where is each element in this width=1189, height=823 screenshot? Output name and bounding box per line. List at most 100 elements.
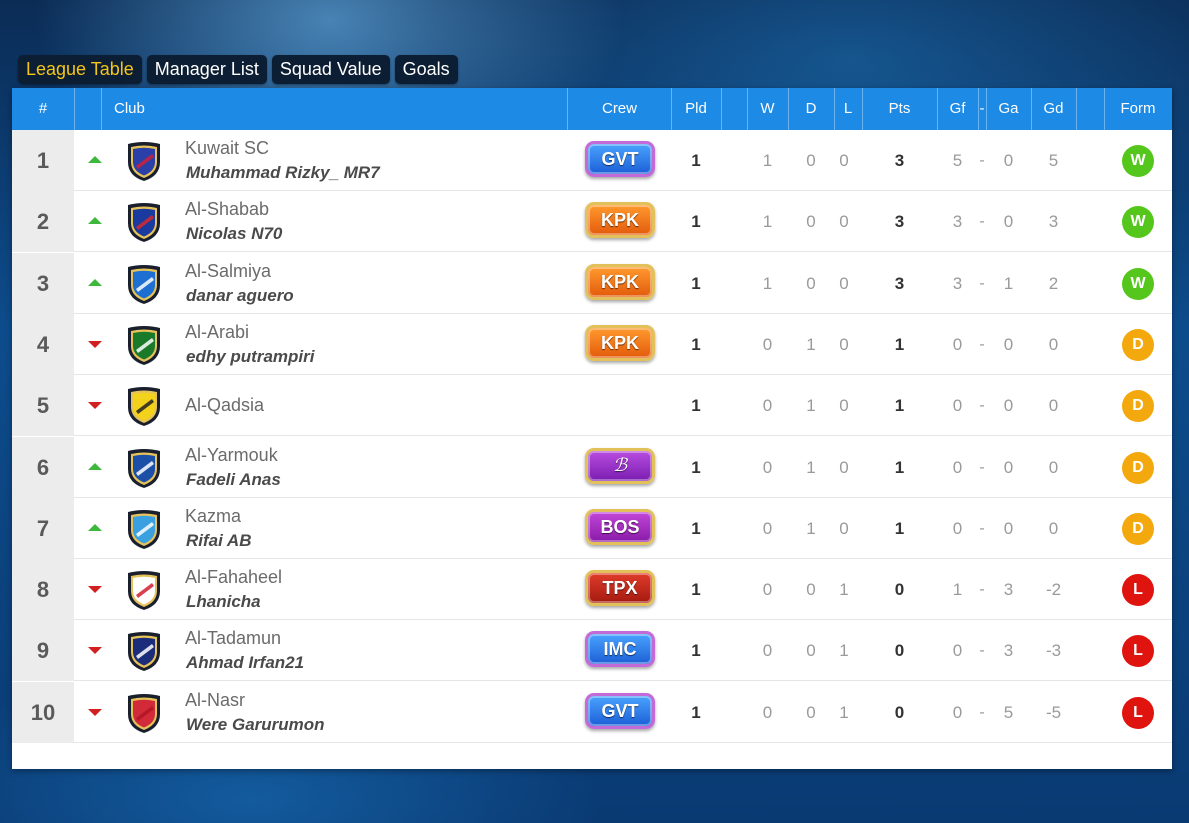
pts-cell: 1: [894, 334, 905, 354]
rank-cell: 5: [12, 375, 74, 437]
d-cell: 0: [806, 702, 816, 722]
manager-name[interactable]: danar aguero: [186, 285, 294, 305]
l-cell: 0: [839, 457, 849, 477]
col-header-ga[interactable]: Ga: [986, 88, 1032, 130]
l-cell: 0: [839, 273, 849, 293]
rank-cell: 9: [12, 620, 74, 682]
manager-name[interactable]: Muhammad Rizky_ MR7: [186, 163, 380, 182]
l-cell: 0: [839, 518, 849, 538]
club-name[interactable]: Al-Qadsia: [185, 395, 265, 416]
col-header-form[interactable]: Form: [1120, 100, 1156, 117]
manager-name[interactable]: Were Garurumon: [186, 714, 325, 734]
d-cell: 0: [806, 151, 816, 170]
form-badge: L: [1122, 635, 1154, 668]
col-header-crew[interactable]: Crew: [568, 88, 672, 130]
manager-name[interactable]: Rifai AB: [186, 530, 252, 550]
form-badge: W: [1122, 206, 1154, 239]
col-header-w[interactable]: W: [747, 88, 789, 130]
col-header-club[interactable]: Club: [101, 88, 568, 130]
table-row[interactable]: 2 Al-Shabab Nicolas N70 KPK 1 1 0 0 3 3 0 3- W: [12, 191, 1172, 253]
manager-name[interactable]: Fadeli Anas: [186, 469, 281, 489]
col-header-gf[interactable]: Gf: [937, 88, 979, 130]
table-row[interactable]: 5 Al-Qadsia 1 0 1 0 1 0 0 0- D: [12, 375, 1172, 437]
league-table: # Club Crew Pld W D L Pts Gf - Ga Gd For…: [12, 88, 1172, 769]
w-cell: 1: [762, 273, 773, 293]
pts-cell: 3: [894, 273, 905, 293]
crew-badge[interactable]: KPK: [585, 324, 655, 361]
col-header-pld[interactable]: Pld: [671, 88, 722, 130]
col-header-l[interactable]: L: [834, 88, 863, 130]
col-header-gd[interactable]: Gd: [1031, 88, 1077, 130]
table-row[interactable]: 4 Al-Arabi edhy putrampiri KPK 1 0 1 0 1 0 0 0- D: [12, 313, 1172, 375]
table-row[interactable]: 8 Al-Fahaheel Lhanicha TPX 1 0 0 1 0 1 3 -2 - L: [12, 559, 1172, 621]
rank-cell: 4: [12, 313, 74, 375]
club-name[interactable]: Al-Nasr: [185, 689, 246, 710]
crew-badge[interactable]: ℬ: [585, 447, 655, 484]
score-dash: -: [979, 213, 985, 231]
table-row[interactable]: 6 Al-Yarmouk Fadeli Anas ℬ 1 0 1 0 1 0 0 0- D: [12, 436, 1172, 498]
ga-cell: 3: [1003, 580, 1014, 600]
club-name[interactable]: Al-Arabi: [185, 321, 250, 342]
crew-badge[interactable]: BOS: [585, 508, 655, 545]
w-cell: 1: [762, 212, 773, 232]
manager-name[interactable]: Lhanicha: [186, 592, 261, 612]
tab-league-table[interactable]: League Table: [18, 55, 142, 84]
d-cell: 1: [806, 396, 816, 416]
pld-cell: 1: [691, 212, 701, 232]
crest-red-icon: [128, 693, 160, 733]
manager-name[interactable]: Ahmad Irfan21: [186, 653, 305, 673]
crew-badge[interactable]: KPK: [585, 202, 655, 239]
col-header-d[interactable]: D: [788, 88, 835, 130]
rank-cell: 6: [12, 436, 74, 498]
crest-yellow-icon: [128, 387, 160, 427]
form-badge: D: [1122, 512, 1154, 545]
crest-green-sash-icon: [128, 325, 160, 365]
table-row[interactable]: 3 Al-Salmiya danar aguero KPK 1 1 0 0 3 3 1 2 - W: [12, 252, 1172, 314]
d-cell: 0: [806, 580, 816, 600]
col-header-pts[interactable]: Pts: [862, 88, 938, 130]
tab-squad-value[interactable]: Squad Value: [271, 55, 390, 84]
gd-cell: 0: [1048, 518, 1059, 538]
crest-tricolor-icon: [128, 203, 160, 243]
crew-badge[interactable]: TPX: [585, 570, 655, 607]
club-name[interactable]: Kuwait SC: [185, 138, 270, 158]
club-name[interactable]: Kazma: [185, 505, 242, 526]
score-dash: -: [979, 703, 985, 721]
table-row[interactable]: 9 Al-Tadamun Ahmad Irfan21 IMC 1 0 0 1 0 0 3 -3 - L: [12, 620, 1172, 682]
crew-badge[interactable]: IMC: [585, 631, 655, 668]
rank-cell: 7: [12, 497, 74, 559]
table-row[interactable]: 10 Al-Nasr Were Garurumon GVT 1 0 0 1 0 0 5 -5- L: [12, 681, 1172, 743]
pts-cell: 1: [894, 396, 905, 416]
table-row[interactable]: 7 Kazma Rifai AB BOS 1 0 1 0 1 0 0 0- D: [12, 497, 1172, 559]
gf-cell: 0: [952, 396, 963, 416]
pts-cell: 1: [894, 457, 905, 477]
crew-badge[interactable]: GVT: [585, 692, 655, 729]
score-dash: -: [979, 581, 985, 599]
col-header-trend: [74, 88, 102, 130]
crest-blue-sash-icon: [128, 264, 160, 304]
gd-cell: -2: [1045, 580, 1062, 600]
ga-cell: 0: [1003, 212, 1014, 232]
crew-badge[interactable]: KPK: [585, 263, 655, 300]
tab-goals[interactable]: Goals: [394, 55, 458, 84]
form-badge: L: [1122, 574, 1154, 607]
d-cell: 1: [806, 457, 816, 477]
club-name[interactable]: Al-Shabab: [185, 199, 270, 220]
pts-cell: 3: [894, 212, 905, 232]
manager-name[interactable]: Nicolas N70: [186, 224, 283, 244]
table-header: # Club Crew Pld W D L Pts Gf - Ga Gd For…: [12, 88, 1172, 130]
table-row[interactable]: 1 Kuwait SC Muhammad Rizky_ MR7 GVT 1 1 0 0 3 5 0 5…: [12, 130, 1172, 191]
manager-name[interactable]: edhy putrampiri: [186, 346, 315, 366]
tab-manager-list[interactable]: Manager List: [146, 55, 267, 84]
pts-cell: 1: [894, 518, 905, 538]
club-name[interactable]: Al-Salmiya: [185, 260, 272, 281]
col-header-rank[interactable]: #: [12, 88, 75, 130]
crest-red-blue-icon: [128, 142, 160, 181]
pts-cell: 0: [894, 580, 905, 600]
club-name[interactable]: Al-Yarmouk: [185, 444, 278, 465]
club-name[interactable]: Al-Tadamun: [185, 628, 282, 649]
club-name[interactable]: Al-Fahaheel: [185, 567, 283, 588]
tab-bar: League Table Manager List Squad Value Go…: [18, 55, 458, 84]
crew-badge[interactable]: GVT: [585, 141, 655, 177]
gf-cell: 5: [952, 151, 963, 170]
